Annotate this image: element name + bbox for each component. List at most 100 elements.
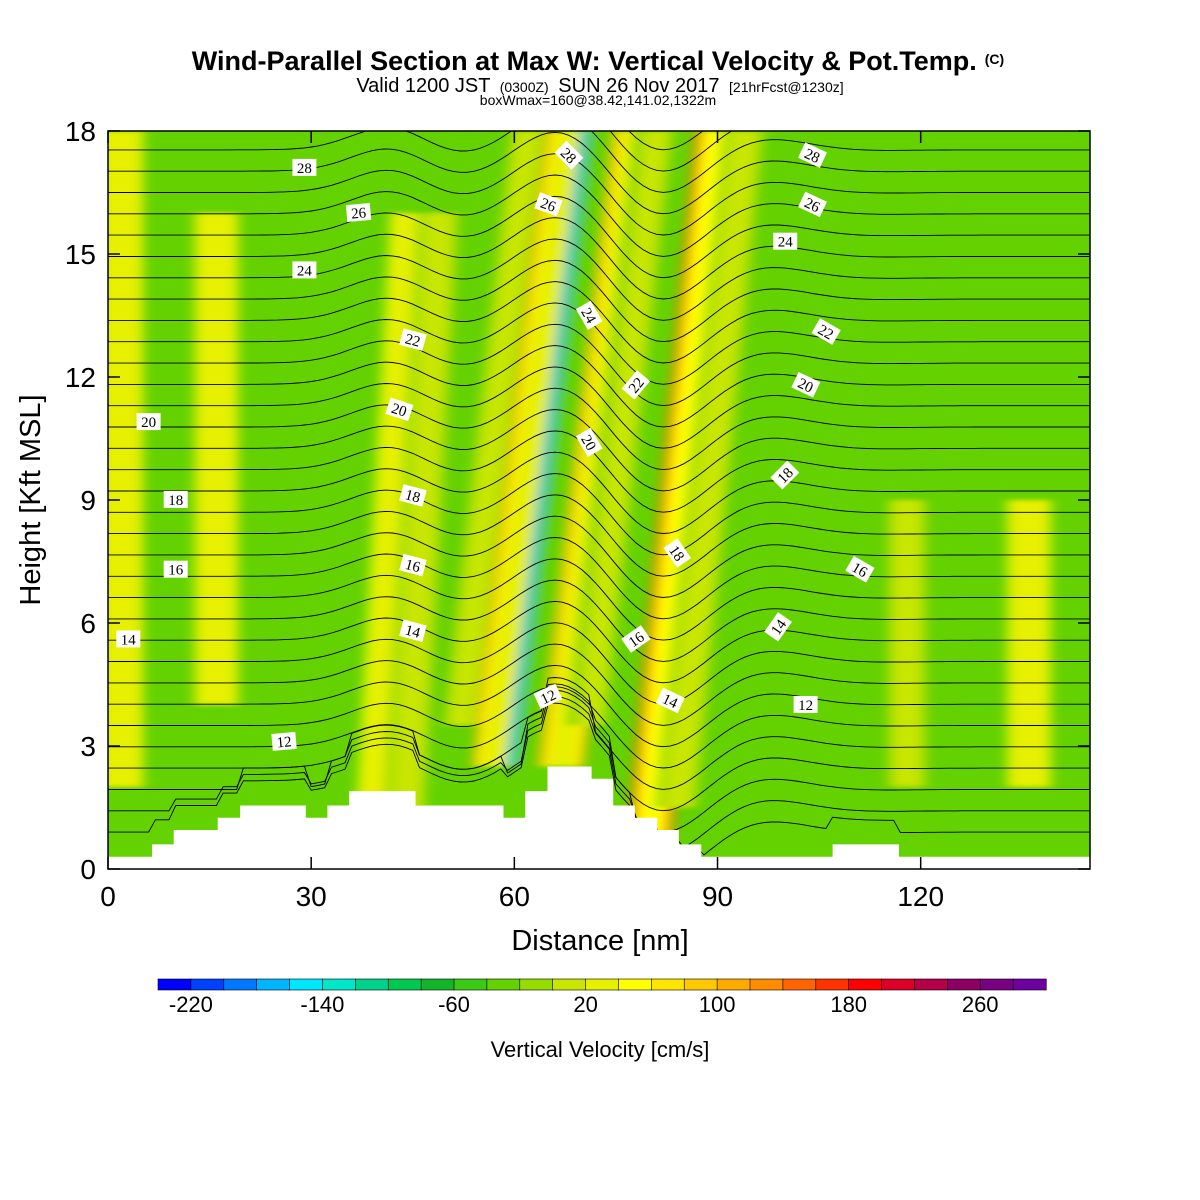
y-tick-label: 12 [65,362,96,393]
theta-label-box [575,427,603,457]
theta-contour [108,677,1090,790]
theta-label-text: 26 [802,195,823,216]
theta-label-box [770,460,800,490]
theta-label: 26 [534,192,563,217]
theta-contour [108,696,1090,849]
contour-labels: 28 26 24 22 20 20 18 18 16 16 14 14 12 28 26 24 22 20 18 16… [116,140,875,752]
velocity-band [481,131,581,767]
theta-label: 16 [621,625,651,653]
theta-label-text: 26 [351,205,368,222]
colorbar: -220 -140 -60 20 100 180 260 [157,978,1047,1017]
y-tick-label: 18 [65,116,96,147]
copyright-mark: (C) [985,51,1004,67]
x-tick-label: 120 [897,881,944,912]
theta-label-text: 20 [141,415,156,431]
theta-label: 18 [663,538,692,568]
y-axis: 0 3 6 9 12 15 18 [65,116,1090,885]
theta-label-text: 26 [538,196,558,216]
theta-label: 12 [793,696,818,714]
theta-contour [108,600,1090,684]
theta-contour [108,409,1090,492]
theta-label-box [845,555,875,583]
colorbar-swatch [947,978,981,991]
theta-contour [108,622,1090,705]
theta-contour [108,366,1090,449]
theta-label: 20 [575,427,603,457]
plot-area: 28 26 24 22 20 20 18 18 16 16 14 14 12 28 26 24 22 20 18 16… [108,131,1090,869]
theta-label-text: 24 [297,263,313,279]
theta-contour [108,131,1090,215]
colorbar-swatch [190,978,225,991]
theta-label-box [811,318,841,345]
theta-label: 22 [399,328,427,351]
theta-contour [108,323,1090,407]
colorbar-swatch [519,978,554,991]
theta-contour [108,686,1090,769]
theta-label-text: 16 [403,557,422,576]
theta-contour [108,494,1090,577]
theta-label: 14 [116,630,141,648]
theta-label: 24 [575,300,603,330]
colorbar-tick-label: 180 [830,992,867,1017]
theta-label: 16 [399,553,427,577]
colorbar-swatch [223,978,258,991]
theta-contour [108,430,1090,513]
colorbar-swatch [618,978,652,991]
theta-label-box [534,192,563,217]
theta-label-box [399,553,427,577]
colorbar-swatch [420,978,455,991]
theta-contour [108,238,1090,321]
theta-label-box [798,191,827,218]
theta-label-text: 28 [297,161,312,177]
velocity-band [1016,500,1042,787]
theta-label: 18 [399,484,427,507]
colorbar-swatch [914,978,948,991]
colorbar-tick-label: -60 [438,992,470,1017]
colorbar-swatch [355,978,389,991]
theta-contour [108,683,1090,812]
velocity-band [894,500,920,787]
theta-label-box [271,731,297,751]
colorbar-swatch [387,978,422,991]
colorbar-swatch [782,978,817,991]
theta-label-box [798,142,827,168]
theta-label: 14 [655,687,685,714]
theta-contour [108,537,1090,620]
chart-subtitle-valid: Valid 1200 JST (0300Z) SUN 26 Nov 2017 [… [356,75,843,97]
theta-label: 26 [345,202,372,223]
colorbar-swatch [157,978,192,991]
theta-label: 12 [533,683,563,710]
theta-label-box [791,371,821,398]
x-axis: 0 30 60 90 120 [100,131,944,912]
theta-contour [108,195,1090,279]
theta-contour [108,153,1090,236]
theta-label-box [621,625,651,653]
colorbar-swatch [651,978,685,991]
velocity-band [515,131,615,767]
theta-label: 28 [798,142,827,168]
colorbar-swatch [979,978,1014,991]
colorbar-tick-label: -140 [300,992,344,1017]
y-tick-label: 9 [80,485,96,516]
theta-contour [108,558,1090,641]
theta-label: 24 [292,261,317,279]
colorbar-swatch [848,978,883,991]
colorbar-swatch [322,978,356,991]
theta-contour [108,281,1090,364]
velocity-band [393,213,453,808]
theta-contour [108,702,1090,858]
x-tick-label: 30 [296,881,327,912]
theta-label-box [136,413,161,431]
theta-contour [108,174,1090,257]
theta-label-text: 14 [659,691,680,712]
theta-label-box [773,232,798,250]
x-tick-label: 0 [100,881,116,912]
theta-label-box [399,328,427,351]
theta-label: 24 [773,232,798,251]
theta-label: 20 [385,397,414,422]
theta-label-box [554,140,584,170]
colorbar-swatch [256,978,291,991]
theta-contour [108,259,1090,343]
colorbar-tick-label: -220 [169,992,213,1017]
theta-label: 20 [136,413,161,431]
